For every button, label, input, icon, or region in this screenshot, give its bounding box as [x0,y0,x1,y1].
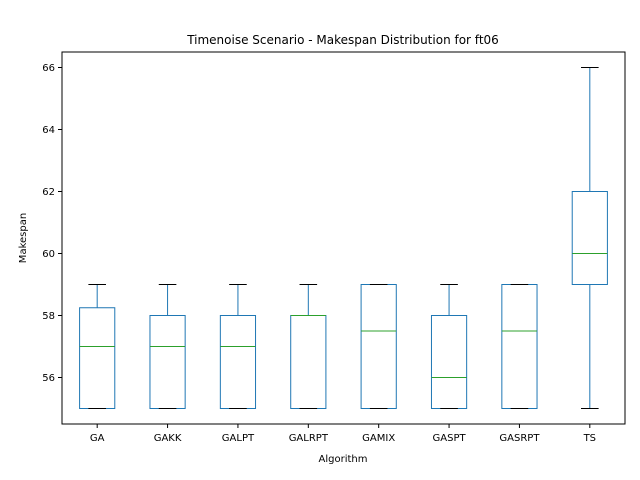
y-axis: 56 58 60 62 64 66 [42,63,62,384]
box-gaspt [430,284,468,409]
box-body [149,315,186,409]
chart-title: Timenoise Scenario - Makespan Distributi… [186,33,499,47]
box-body [219,315,257,409]
box-body [360,284,397,409]
box-galpt [219,284,257,409]
box-gakk [149,284,186,409]
box-body [571,191,608,285]
x-tick-label: GAKK [154,433,182,444]
box-gamix [360,284,397,409]
y-tick-label: 60 [42,249,55,260]
x-tick-label: GA [90,433,105,444]
box-gasrpt [501,284,538,409]
box-ts [571,67,608,409]
y-tick-label: 66 [42,63,55,74]
box-galrpt [290,284,327,409]
box-body [290,315,327,409]
x-tick-label: GASRPT [499,433,540,444]
x-tick-label: GAMIX [362,433,395,444]
y-tick-label: 64 [42,125,55,136]
x-tick-label: TS [583,433,596,444]
box-body [430,315,468,409]
x-axis: GA GAKK GALPT GALRPT GAMIX GASPT GASRPT TS [90,424,596,444]
x-tick-label: GALPT [222,433,255,444]
y-tick-label: 62 [42,187,55,198]
box-body [501,284,538,409]
x-axis-label: Algorithm [319,454,368,465]
y-axis-label: Makespan [18,213,29,263]
box-ga [79,284,116,409]
plot-frame [61,51,626,425]
y-tick-label: 58 [42,311,55,322]
x-tick-label: GASPT [433,433,467,444]
plot-area [79,67,608,409]
x-tick-label: GALRPT [289,433,329,444]
y-tick-label: 56 [42,373,55,384]
box-body [79,307,116,409]
